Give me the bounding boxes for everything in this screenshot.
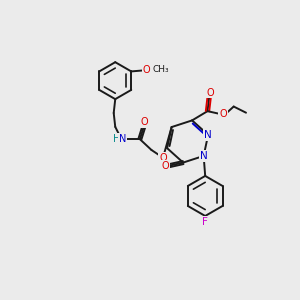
Text: H: H [113,134,121,144]
Text: F: F [202,217,208,227]
Text: N: N [119,134,127,144]
Text: O: O [219,109,227,119]
Text: O: O [206,88,214,98]
Text: O: O [143,65,151,75]
Text: N: N [204,130,212,140]
Text: CH₃: CH₃ [152,64,169,74]
Text: O: O [159,153,167,163]
Text: O: O [162,161,169,171]
Text: N: N [200,151,208,161]
Text: O: O [141,117,148,127]
